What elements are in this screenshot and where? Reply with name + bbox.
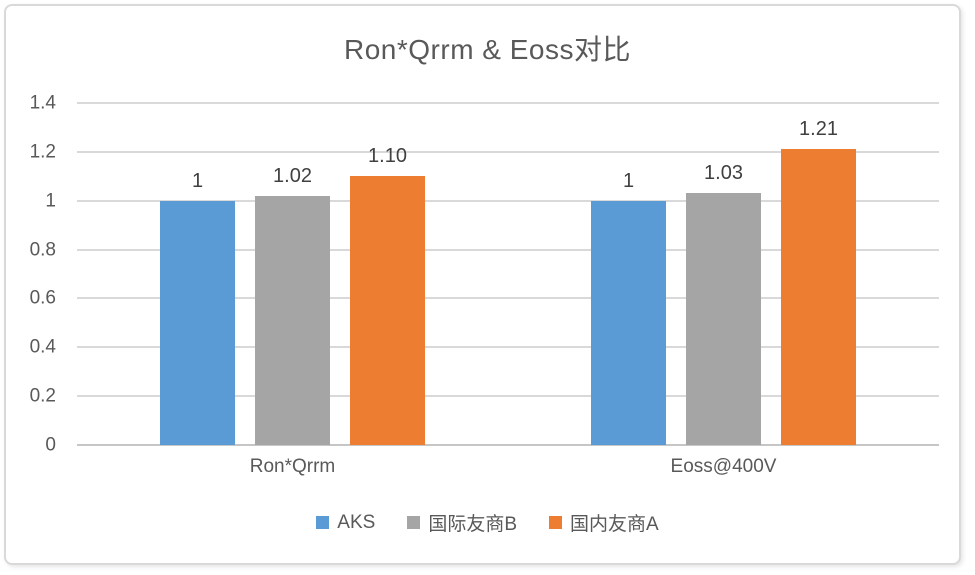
bar-intl-peer-b-cat0	[255, 195, 330, 445]
gridline	[77, 395, 939, 398]
bar-aks-cat1	[591, 200, 666, 445]
x-axis-line	[77, 444, 939, 446]
legend-item-aks: AKS	[316, 512, 375, 534]
data-label-domestic-peer-a-cat1: 1.21	[799, 118, 838, 141]
y-tick-label: 1.2	[29, 141, 56, 163]
gridline	[77, 248, 939, 251]
legend-swatch-icon-intl-peer-b	[407, 516, 421, 529]
y-tick-label: 0.6	[29, 287, 56, 309]
data-label-aks-cat0: 1	[191, 169, 204, 192]
legend: AKS 国际友商B 国内友商A	[0, 509, 975, 536]
bar-domestic-peer-a-cat1	[781, 149, 856, 445]
x-category-label-1: Eoss@400V	[670, 456, 777, 477]
y-tick-label: 1.4	[29, 92, 56, 114]
legend-label-intl-peer-b: 国际友商B	[428, 514, 518, 535]
gridline	[77, 199, 939, 202]
data-label-intl-peer-b-cat0: 1.02	[273, 164, 312, 187]
legend-swatch-icon-domestic-peer-a	[549, 516, 563, 529]
x-category-label-0: Ron*Qrrm	[249, 456, 336, 477]
data-label-domestic-peer-a-cat0: 1.10	[368, 145, 407, 168]
legend-item-domestic-peer-a: 国内友商A	[549, 509, 659, 536]
bar-intl-peer-b-cat1	[686, 193, 761, 445]
y-tick-label: 0	[45, 434, 56, 456]
gridline	[77, 150, 939, 153]
legend-label-aks: AKS	[337, 511, 376, 533]
bar-domestic-peer-a-cat0	[350, 176, 425, 445]
legend-swatch-icon-aks	[316, 516, 330, 529]
y-tick-label: 0.8	[29, 239, 56, 261]
y-tick-label: 1	[45, 190, 56, 212]
gridline	[77, 297, 939, 300]
legend-label-domestic-peer-a: 国内友商A	[570, 514, 659, 535]
gridline	[77, 102, 939, 104]
data-label-intl-peer-b-cat1: 1.03	[704, 162, 743, 185]
chart-title: Ron*Qrrm & Eoss对比	[344, 34, 631, 65]
legend-item-intl-peer-b: 国际友商B	[407, 509, 517, 536]
y-tick-label: 0.2	[29, 385, 56, 407]
bar-aks-cat0	[160, 200, 235, 445]
gridline	[77, 346, 939, 349]
plot-area: 1 1.02 1.10 1 1.03 1.21	[77, 102, 939, 446]
data-label-aks-cat1: 1	[622, 169, 635, 192]
y-tick-label: 0.4	[29, 336, 56, 358]
